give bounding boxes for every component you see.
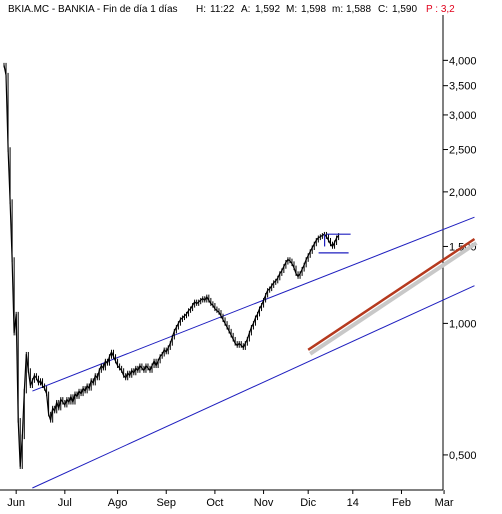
- close-value: 1,590: [392, 4, 417, 15]
- price-line: [3, 64, 340, 467]
- x-tick-label: Jun: [7, 497, 25, 509]
- high-value: 1,598: [301, 4, 326, 15]
- support-trendline: [307, 237, 476, 351]
- time-label: H:: [196, 4, 206, 15]
- x-tick-label: Nov: [254, 497, 274, 509]
- x-tick-label: Mar: [435, 497, 454, 509]
- x-axis: Jun Jul Ago Sep Oct Nov Dic 14 Feb Mar: [7, 490, 454, 509]
- high-label: M:: [286, 4, 297, 15]
- y-tick-label: 3,000: [449, 110, 477, 122]
- channel-lower-line: [32, 285, 475, 489]
- open-value: 1,592: [255, 4, 280, 15]
- y-tick-label: 1,000: [449, 318, 477, 330]
- close-label: C:: [378, 4, 388, 15]
- low-label: m:: [332, 4, 343, 15]
- time-value: 11:22: [210, 4, 235, 15]
- chart-header: BKIA.MC - BANKIA - Fin de día 1 días H: …: [8, 4, 455, 15]
- y-tick-label: 0,500: [449, 450, 477, 462]
- x-tick-label: 14: [347, 497, 359, 509]
- price-series: [3, 62, 340, 469]
- x-tick-label: Ago: [108, 497, 128, 509]
- x-tick-label: Feb: [392, 497, 411, 509]
- y-tick-label: 2,500: [449, 145, 477, 157]
- y-tick-label: 2,000: [449, 187, 477, 199]
- x-tick-label: Dic: [300, 497, 316, 509]
- low-value: 1,588: [346, 4, 371, 15]
- y-tick-label: 3,500: [449, 81, 477, 93]
- trendline-shadow: [309, 241, 478, 356]
- x-tick-label: Jul: [58, 497, 72, 509]
- percent-change: P : 3,2: [426, 4, 455, 15]
- price-markers: [318, 233, 351, 254]
- open-label: A:: [241, 4, 250, 15]
- y-tick-label: 4,000: [449, 55, 477, 67]
- x-tick-label: Oct: [206, 497, 223, 509]
- x-tick-label: Sep: [156, 497, 176, 509]
- instrument-title: BKIA.MC - BANKIA - Fin de día 1 días: [8, 4, 178, 15]
